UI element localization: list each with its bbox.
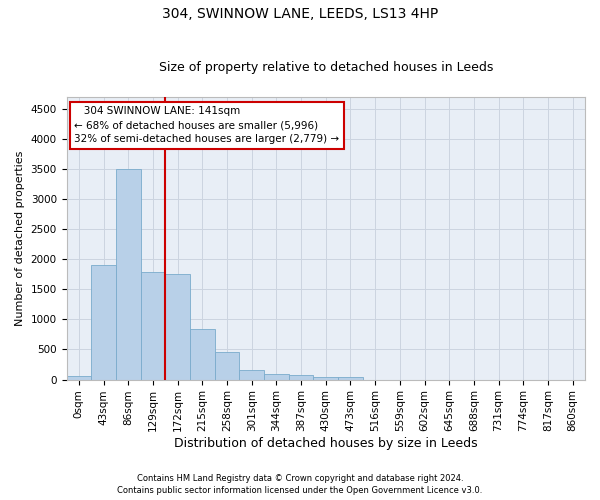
Bar <box>239 370 264 380</box>
Bar <box>67 376 91 380</box>
Y-axis label: Number of detached properties: Number of detached properties <box>15 150 25 326</box>
Bar <box>289 376 313 380</box>
Bar <box>140 272 165 380</box>
Text: 304, SWINNOW LANE, LEEDS, LS13 4HP: 304, SWINNOW LANE, LEEDS, LS13 4HP <box>162 8 438 22</box>
Bar <box>190 329 215 380</box>
Bar <box>116 169 140 380</box>
Bar <box>313 376 338 380</box>
Text: 304 SWINNOW LANE: 141sqm
← 68% of detached houses are smaller (5,996)
32% of sem: 304 SWINNOW LANE: 141sqm ← 68% of detach… <box>74 106 340 144</box>
Bar <box>91 265 116 380</box>
Bar <box>215 352 239 380</box>
X-axis label: Distribution of detached houses by size in Leeds: Distribution of detached houses by size … <box>174 437 478 450</box>
Bar <box>165 274 190 380</box>
Text: Contains HM Land Registry data © Crown copyright and database right 2024.
Contai: Contains HM Land Registry data © Crown c… <box>118 474 482 495</box>
Title: Size of property relative to detached houses in Leeds: Size of property relative to detached ho… <box>158 62 493 74</box>
Bar <box>338 377 363 380</box>
Bar <box>264 374 289 380</box>
